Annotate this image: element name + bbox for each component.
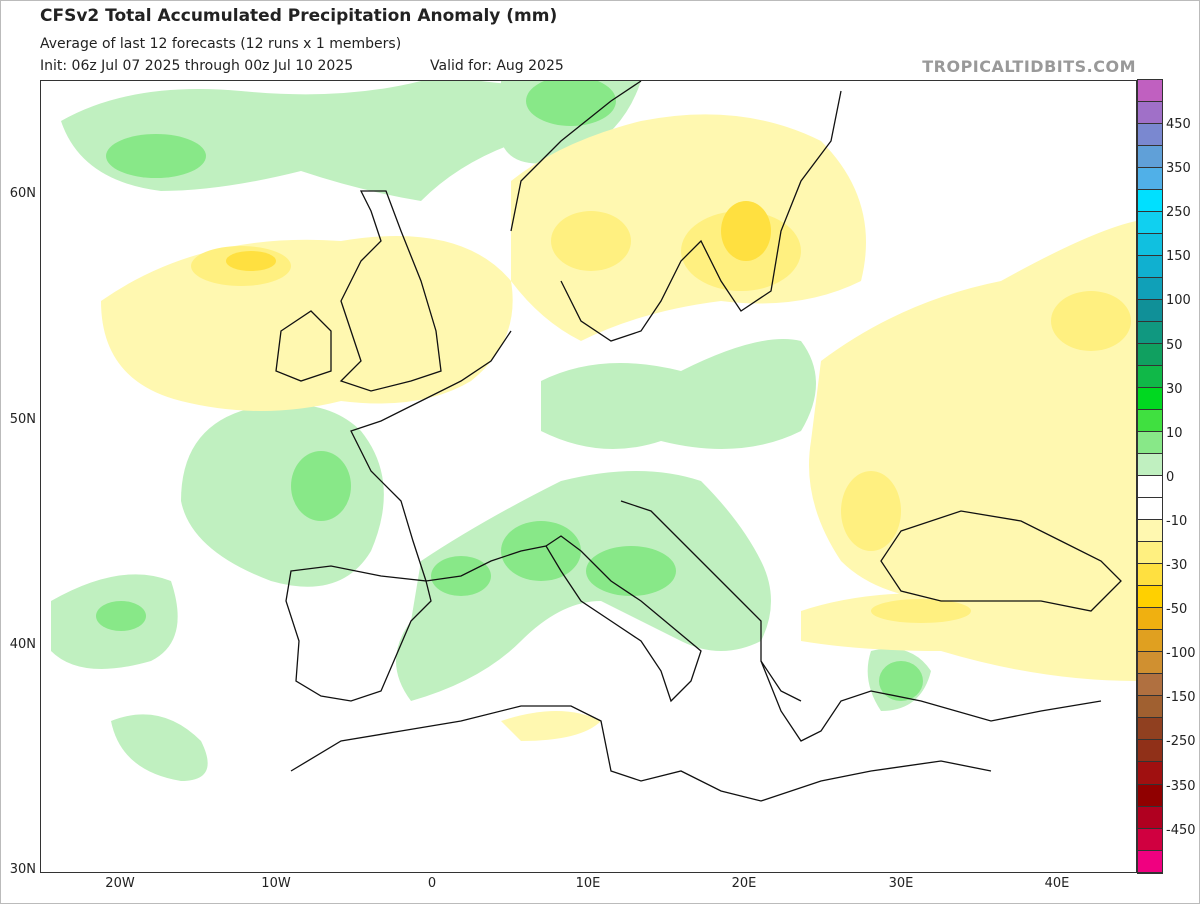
lon-label-30e: 30E <box>888 876 914 891</box>
colorbar-swatch <box>1138 322 1162 345</box>
colorbar-swatch <box>1138 542 1162 565</box>
colorbar-swatch <box>1138 740 1162 763</box>
coast-iberia <box>285 565 432 702</box>
colorbar-swatch <box>1138 80 1162 103</box>
anomaly-scandinavia <box>511 114 866 341</box>
coast-italy <box>545 535 702 703</box>
lon-label-20e: 20E <box>731 876 757 891</box>
colorbar-swatch <box>1138 454 1162 477</box>
colorbar-label: -30 <box>1166 558 1188 573</box>
lat-label-60n: 60N <box>9 186 36 201</box>
init-time: Init: 06z Jul 07 2025 through 00z Jul 10… <box>40 58 354 74</box>
anomaly-atlantic-yellow <box>101 236 513 411</box>
valid-time: Valid for: Aug 2025 <box>430 58 564 74</box>
colorbar-swatch <box>1138 300 1162 323</box>
colorbar-swatch <box>1138 718 1162 741</box>
colorbar-swatch <box>1138 586 1162 609</box>
lon-label-0: 0 <box>427 876 437 891</box>
colorbar-swatch <box>1138 850 1162 873</box>
lon-label-10w: 10W <box>261 876 291 891</box>
colorbar-label: -50 <box>1166 602 1188 618</box>
colorbar-label: 30 <box>1166 381 1183 397</box>
anomaly-central-europe <box>541 339 816 449</box>
coast-scandinavia <box>510 81 842 342</box>
colorbar-swatch <box>1138 652 1162 675</box>
colorbar-swatch <box>1138 674 1162 697</box>
colorbar-swatch <box>1138 476 1162 499</box>
colorbar-swatch <box>1138 124 1162 147</box>
colorbar-swatch <box>1138 256 1162 279</box>
coast-ireland <box>275 310 332 382</box>
colorbar-swatch <box>1138 234 1162 257</box>
colorbar-swatch <box>1138 564 1162 587</box>
colorbar-label: 100 <box>1166 293 1191 309</box>
colorbar-swatch <box>1138 410 1162 433</box>
anomaly-eastern-europe <box>809 221 1136 641</box>
watermark: TROPICALTIDBITS.COM <box>922 57 1136 76</box>
colorbar-swatch <box>1138 146 1162 169</box>
map-canvas <box>51 81 1136 802</box>
lat-label-40n: 40N <box>9 637 36 652</box>
colorbar <box>1137 79 1163 874</box>
colorbar-label: 450 <box>1166 117 1191 132</box>
colorbar-swatch <box>1138 432 1162 455</box>
colorbar-swatch <box>1138 102 1162 125</box>
colorbar-label: 0 <box>1166 469 1175 485</box>
lon-label-40e: 40E <box>1044 876 1070 891</box>
colorbar-swatch <box>1138 168 1162 191</box>
anomaly-alps-italy <box>396 471 771 701</box>
coast-med-france <box>425 545 547 582</box>
colorbar-swatch <box>1138 696 1162 719</box>
colorbar-swatch <box>1138 388 1162 411</box>
colorbar-label: 250 <box>1166 205 1191 221</box>
colorbar-swatch <box>1138 344 1162 367</box>
lat-label-30n: 30N <box>9 862 36 877</box>
colorbar-swatch <box>1138 608 1162 631</box>
dry-anomaly-strong <box>226 201 771 271</box>
coast-turkey-greece <box>760 660 1102 742</box>
colorbar-swatch <box>1138 762 1162 785</box>
colorbar-swatch <box>1138 278 1162 301</box>
lon-label-20w: 20W <box>105 876 135 891</box>
colorbar-swatch <box>1138 828 1162 851</box>
colorbar-label: 150 <box>1166 249 1191 265</box>
anomaly-atlantic-north <box>61 81 621 201</box>
colorbar-swatch <box>1138 520 1162 543</box>
anomaly-n-africa <box>501 711 601 741</box>
colorbar-swatch <box>1138 806 1162 829</box>
colorbar-swatch <box>1138 366 1162 389</box>
colorbar-swatch <box>1138 784 1162 807</box>
coast-france <box>350 330 512 582</box>
coast-black-sea <box>880 510 1122 612</box>
colorbar-label: -450 <box>1166 822 1196 838</box>
colorbar-label: 350 <box>1166 161 1191 177</box>
chart-title: CFSv2 Total Accumulated Precipitation An… <box>40 6 558 26</box>
anomaly-atlantic-mid <box>181 404 384 587</box>
colorbar-label: 10 <box>1166 425 1183 441</box>
lat-label-50n: 50N <box>9 412 36 427</box>
lon-label-10e: 10E <box>575 876 601 891</box>
coast-n-africa <box>290 705 992 802</box>
colorbar-swatch <box>1138 630 1162 653</box>
colorbar-swatch <box>1138 212 1162 235</box>
colorbar-label: -350 <box>1166 778 1196 794</box>
colorbar-label: -150 <box>1166 690 1196 706</box>
colorbar-swatch <box>1138 190 1162 213</box>
coast-adriatic <box>620 500 802 702</box>
chart-subtitle: Average of last 12 forecasts (12 runs x … <box>40 36 402 52</box>
colorbar-label: 50 <box>1166 337 1183 353</box>
colorbar-label: -10 <box>1166 513 1188 529</box>
colorbar-swatch <box>1138 498 1162 521</box>
colorbar-label: -250 <box>1166 734 1196 750</box>
coast-britain <box>339 190 442 392</box>
colorbar-label: -100 <box>1166 646 1196 662</box>
coastlines <box>275 81 1122 802</box>
precip-anomaly-map <box>40 80 1137 873</box>
anomaly-atlantic-south <box>111 714 208 781</box>
